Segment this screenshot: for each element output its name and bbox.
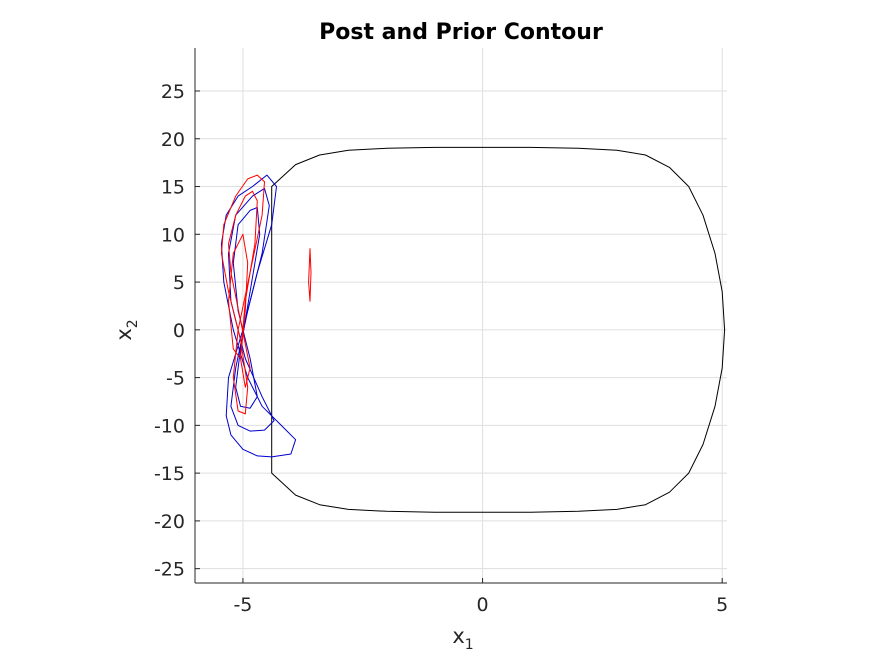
y-tick-label: -15	[154, 463, 185, 485]
grid	[195, 48, 727, 583]
prior-contour-line	[220, 174, 297, 458]
y-axis-label: x2	[112, 319, 141, 340]
prior-contour-line	[232, 207, 261, 409]
y-tick-label: 5	[173, 272, 185, 294]
y-tick-label: 20	[161, 129, 185, 151]
y-tick-label: -10	[154, 415, 185, 437]
plot-area	[220, 146, 726, 513]
y-tick-label: 10	[161, 224, 185, 246]
y-axis-label-subscript: 2	[125, 319, 141, 328]
y-axis-label-main: x	[112, 328, 136, 340]
x-tick-label: 0	[477, 594, 489, 616]
x-axis-ticks: -5 0 5	[233, 578, 728, 616]
post-contour-line	[228, 190, 258, 388]
y-axis-ticks: -25 -20 -15 -10 -5 0 5 10 15 20 25	[154, 81, 200, 581]
y-tick-label: 0	[173, 320, 185, 342]
chart-title: Post and Prior Contour	[319, 20, 603, 45]
y-tick-label: 25	[161, 81, 185, 103]
y-tick-label: -20	[154, 511, 185, 533]
post-contour-line	[308, 248, 312, 302]
x-axis-label-subscript: 1	[465, 637, 474, 653]
x-axis-label-main: x	[452, 624, 464, 648]
x-tick-label: -5	[233, 594, 252, 616]
y-tick-label: 15	[161, 177, 185, 199]
post-contour-line	[220, 174, 265, 415]
x-tick-label: 5	[716, 594, 728, 616]
y-tick-label: -5	[166, 368, 185, 390]
post-contour-line	[228, 233, 249, 359]
y-tick-label: -25	[154, 559, 185, 581]
limit-cycle-line	[271, 146, 726, 513]
x-axis-label: x1	[452, 624, 473, 653]
